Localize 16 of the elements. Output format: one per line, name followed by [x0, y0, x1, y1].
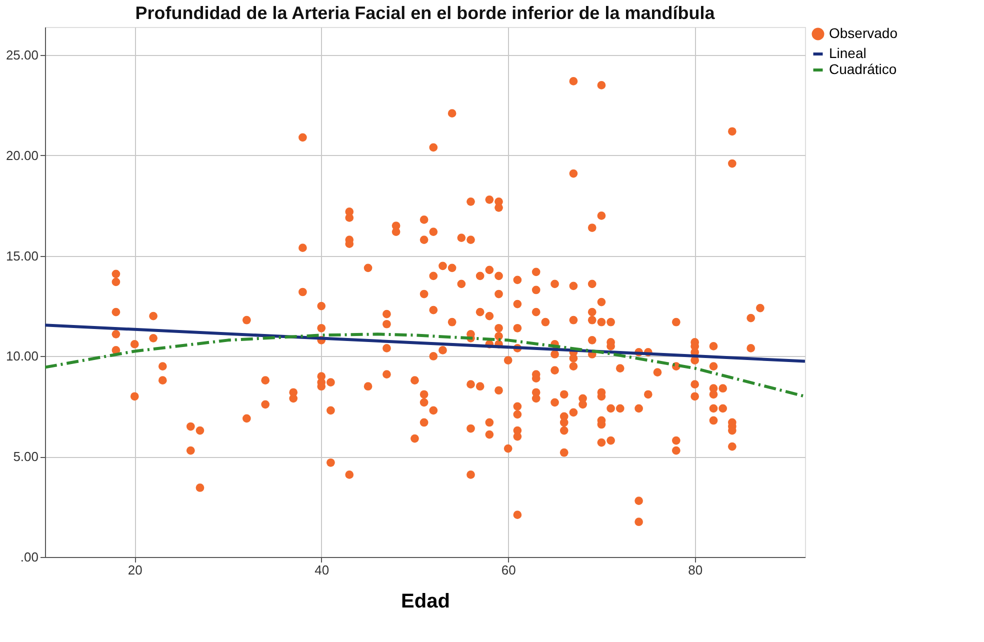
x-tick-label: 60: [501, 562, 516, 578]
x-tick-label: 40: [314, 562, 330, 578]
y-tick-label: 5.00: [13, 449, 38, 464]
chart-title: Profundidad de la Arteria Facial en el borde inferior de la mandíbula: [135, 3, 716, 23]
y-tick-label: .00: [20, 550, 38, 564]
legend-label: Cuadrático: [829, 61, 897, 77]
y-tick-label: 20.00: [6, 148, 38, 163]
y-tick-label: 15.00: [6, 248, 38, 264]
line-series: [45, 332, 805, 398]
y-tick-label: 25.00: [6, 48, 38, 63]
x-tick-label: 80: [688, 562, 703, 578]
legend-label: Lineal: [829, 45, 866, 61]
x-tick-label: 20: [128, 562, 142, 578]
y-tick-label: 10.00: [6, 348, 38, 364]
x-axis-title: Edad: [401, 590, 450, 612]
legend-label: Observado: [829, 25, 898, 41]
